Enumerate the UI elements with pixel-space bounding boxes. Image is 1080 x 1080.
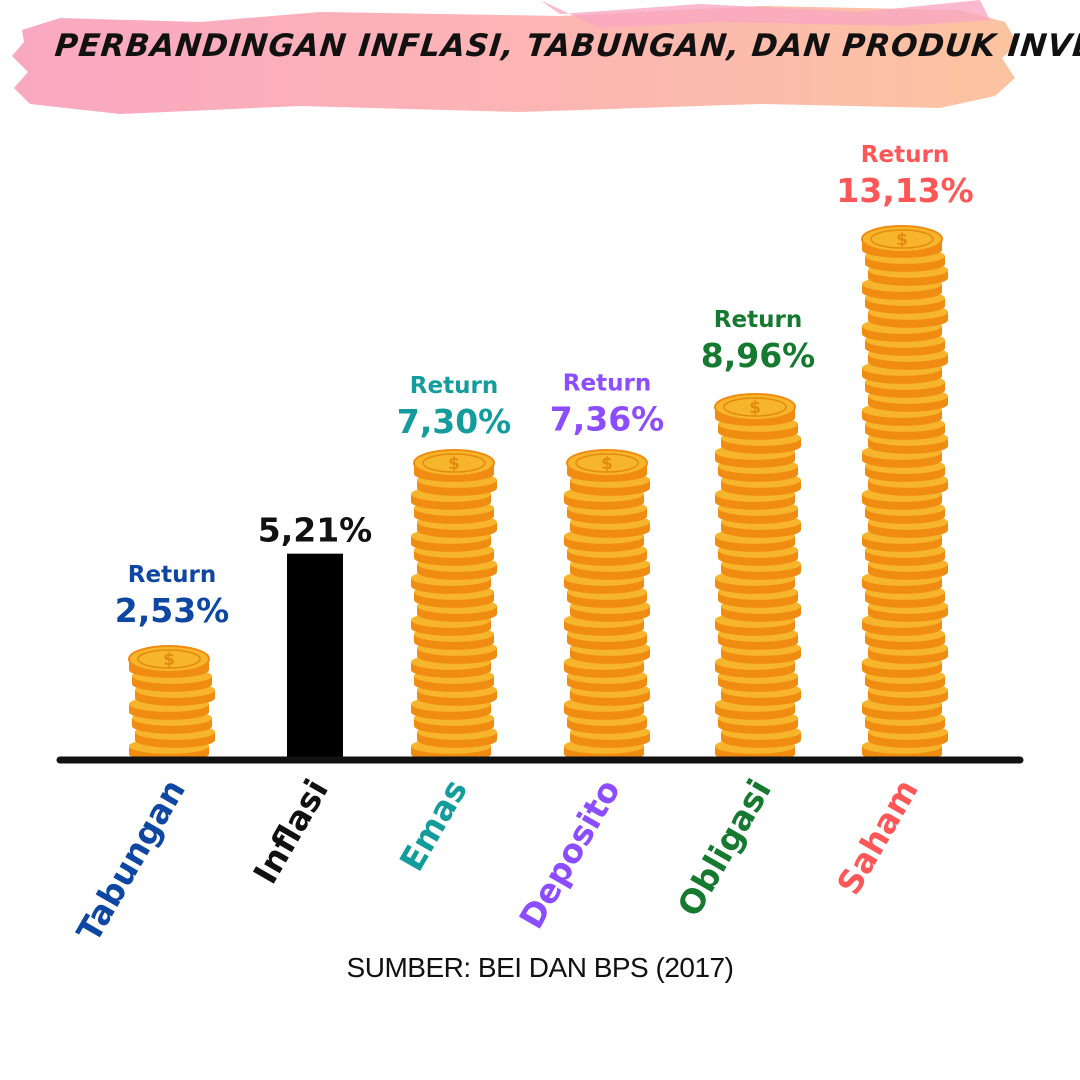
dollar-coin-icon: $: [163, 650, 175, 670]
chart-marks: $2,53% Return Tabungan 5,21% Inflasi $7,30% Re…: [69, 142, 974, 948]
return-label-emas: Return: [410, 373, 498, 399]
coin-rim: [137, 649, 201, 669]
return-label-tabungan: Return: [128, 562, 216, 588]
bar-inflasi: [287, 553, 343, 760]
return-label-saham: Return: [861, 142, 949, 168]
coin-rim: [422, 453, 486, 473]
value-label-inflasi: 5,21%: [258, 511, 373, 550]
coin-rim: [575, 453, 639, 473]
x-tick-obligasi: Obligasi: [670, 773, 779, 923]
value-label-saham: 13,13%: [836, 171, 973, 210]
value-label-deposito: 7,36%: [550, 400, 665, 439]
value-label-tabungan: 2,53%: [115, 591, 230, 630]
dollar-coin-icon: $: [749, 398, 761, 418]
return-label-obligasi: Return: [714, 307, 802, 333]
coin-stack-obligasi: $: [714, 393, 801, 762]
coin-stack-saham: $: [861, 225, 948, 762]
banner-brush-streak: [540, 0, 990, 28]
x-tick-tabungan: Tabungan: [69, 773, 193, 949]
value-label-emas: 7,30%: [397, 402, 512, 441]
x-tick-deposito: Deposito: [511, 773, 628, 936]
coin-stack-tabungan: $: [128, 645, 215, 762]
x-tick-emas: Emas: [392, 773, 475, 878]
banner-brush-shape: [12, 6, 1018, 114]
value-label-obligasi: 8,96%: [701, 336, 816, 375]
coin-stack-emas: $: [411, 449, 497, 762]
source-note: SUMBER: BEI DAN BPS (2017): [346, 952, 734, 983]
dollar-coin-icon: $: [448, 454, 460, 474]
x-tick-saham: Saham: [829, 773, 926, 902]
coin-rim: [723, 397, 787, 417]
coin-rim: [870, 229, 934, 249]
x-tick-inflasi: Inflasi: [245, 773, 336, 891]
coin-stack-deposito: $: [564, 449, 650, 762]
dollar-coin-icon: $: [896, 230, 908, 250]
return-label-deposito: Return: [563, 371, 651, 397]
title-banner: [12, 0, 1018, 114]
dollar-coin-icon: $: [601, 454, 613, 474]
